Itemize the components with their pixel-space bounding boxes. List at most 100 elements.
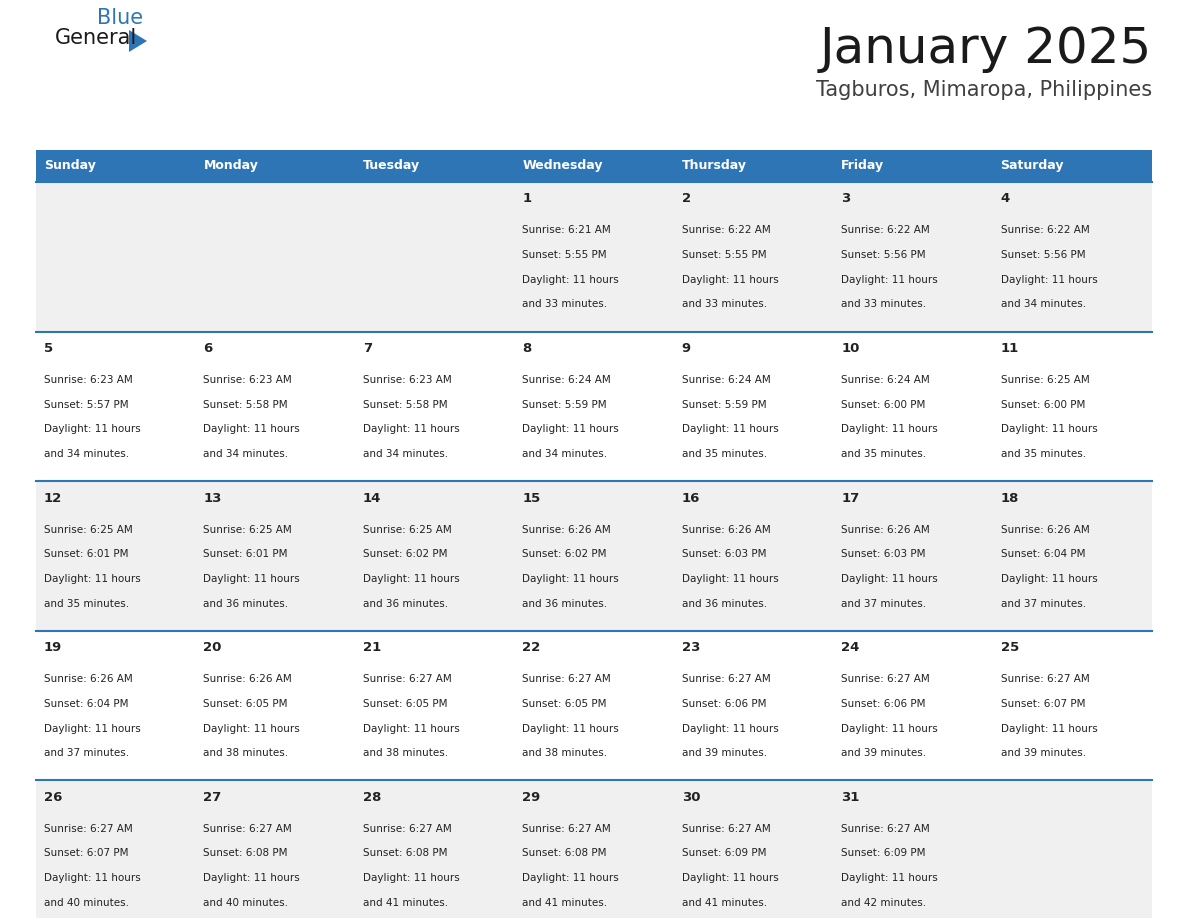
Bar xyxy=(992,780,1152,918)
Bar xyxy=(514,631,674,780)
Text: Sunrise: 6:25 AM: Sunrise: 6:25 AM xyxy=(203,524,292,534)
Text: and 34 minutes.: and 34 minutes. xyxy=(1000,299,1086,309)
Text: Sunset: 6:04 PM: Sunset: 6:04 PM xyxy=(1000,549,1085,559)
Text: Daylight: 11 hours: Daylight: 11 hours xyxy=(203,574,301,584)
Text: Sunset: 6:08 PM: Sunset: 6:08 PM xyxy=(523,848,607,858)
Text: and 37 minutes.: and 37 minutes. xyxy=(841,599,927,609)
Text: and 40 minutes.: and 40 minutes. xyxy=(44,898,129,908)
Bar xyxy=(833,150,992,182)
Bar xyxy=(992,481,1152,631)
Text: Sunrise: 6:27 AM: Sunrise: 6:27 AM xyxy=(682,674,771,684)
Bar xyxy=(355,331,514,481)
Text: Daylight: 11 hours: Daylight: 11 hours xyxy=(1000,723,1098,733)
Text: Thursday: Thursday xyxy=(682,160,747,173)
Text: and 35 minutes.: and 35 minutes. xyxy=(44,599,129,609)
Text: Sunrise: 6:22 AM: Sunrise: 6:22 AM xyxy=(841,226,930,235)
Text: 27: 27 xyxy=(203,791,222,804)
Bar xyxy=(514,182,674,331)
Bar xyxy=(514,780,674,918)
Text: and 41 minutes.: and 41 minutes. xyxy=(682,898,766,908)
Text: 1: 1 xyxy=(523,193,531,206)
Text: and 39 minutes.: and 39 minutes. xyxy=(1000,748,1086,758)
Bar xyxy=(196,182,355,331)
Text: 8: 8 xyxy=(523,342,531,355)
Text: Sunset: 5:59 PM: Sunset: 5:59 PM xyxy=(682,399,766,409)
Text: Sunrise: 6:27 AM: Sunrise: 6:27 AM xyxy=(523,674,611,684)
Bar xyxy=(674,182,833,331)
Text: and 41 minutes.: and 41 minutes. xyxy=(362,898,448,908)
Text: Sunrise: 6:25 AM: Sunrise: 6:25 AM xyxy=(44,524,133,534)
Bar xyxy=(355,182,514,331)
Text: Sunset: 5:56 PM: Sunset: 5:56 PM xyxy=(841,250,925,260)
Text: Tagburos, Mimaropa, Philippines: Tagburos, Mimaropa, Philippines xyxy=(816,80,1152,100)
Text: Daylight: 11 hours: Daylight: 11 hours xyxy=(682,574,778,584)
Text: Sunrise: 6:27 AM: Sunrise: 6:27 AM xyxy=(523,823,611,834)
Text: Sunrise: 6:23 AM: Sunrise: 6:23 AM xyxy=(362,375,451,385)
Text: Sunrise: 6:26 AM: Sunrise: 6:26 AM xyxy=(682,524,771,534)
Bar xyxy=(674,331,833,481)
Text: Sunset: 6:08 PM: Sunset: 6:08 PM xyxy=(362,848,448,858)
Bar xyxy=(355,150,514,182)
Bar xyxy=(833,331,992,481)
Bar xyxy=(674,631,833,780)
Text: Sunrise: 6:27 AM: Sunrise: 6:27 AM xyxy=(362,674,451,684)
Text: Daylight: 11 hours: Daylight: 11 hours xyxy=(841,274,937,285)
Text: Sunrise: 6:26 AM: Sunrise: 6:26 AM xyxy=(1000,524,1089,534)
Text: 7: 7 xyxy=(362,342,372,355)
Bar xyxy=(833,182,992,331)
Bar xyxy=(833,631,992,780)
Text: Daylight: 11 hours: Daylight: 11 hours xyxy=(1000,424,1098,434)
Text: Saturday: Saturday xyxy=(1000,160,1064,173)
Text: 17: 17 xyxy=(841,492,859,505)
Text: Daylight: 11 hours: Daylight: 11 hours xyxy=(841,574,937,584)
Text: and 36 minutes.: and 36 minutes. xyxy=(203,599,289,609)
Text: 14: 14 xyxy=(362,492,381,505)
Text: Daylight: 11 hours: Daylight: 11 hours xyxy=(523,424,619,434)
Text: Sunset: 5:57 PM: Sunset: 5:57 PM xyxy=(44,399,128,409)
Text: Daylight: 11 hours: Daylight: 11 hours xyxy=(682,873,778,883)
Text: Sunset: 6:01 PM: Sunset: 6:01 PM xyxy=(203,549,287,559)
Text: Sunset: 6:03 PM: Sunset: 6:03 PM xyxy=(841,549,925,559)
Text: Blue: Blue xyxy=(97,8,143,28)
Text: 3: 3 xyxy=(841,193,851,206)
Text: Sunrise: 6:26 AM: Sunrise: 6:26 AM xyxy=(44,674,133,684)
Text: Daylight: 11 hours: Daylight: 11 hours xyxy=(1000,274,1098,285)
Text: and 35 minutes.: and 35 minutes. xyxy=(682,449,766,459)
Bar xyxy=(196,331,355,481)
Text: 16: 16 xyxy=(682,492,700,505)
Text: Daylight: 11 hours: Daylight: 11 hours xyxy=(682,424,778,434)
Text: 2: 2 xyxy=(682,193,690,206)
Text: Sunrise: 6:26 AM: Sunrise: 6:26 AM xyxy=(841,524,930,534)
Text: 22: 22 xyxy=(523,642,541,655)
Text: Daylight: 11 hours: Daylight: 11 hours xyxy=(362,873,460,883)
Text: and 40 minutes.: and 40 minutes. xyxy=(203,898,289,908)
Text: Sunset: 6:07 PM: Sunset: 6:07 PM xyxy=(1000,699,1085,709)
Text: 11: 11 xyxy=(1000,342,1019,355)
Text: Sunrise: 6:24 AM: Sunrise: 6:24 AM xyxy=(682,375,771,385)
Text: and 38 minutes.: and 38 minutes. xyxy=(362,748,448,758)
Text: January 2025: January 2025 xyxy=(820,25,1152,73)
Text: Daylight: 11 hours: Daylight: 11 hours xyxy=(362,723,460,733)
Text: Sunrise: 6:27 AM: Sunrise: 6:27 AM xyxy=(1000,674,1089,684)
Text: and 38 minutes.: and 38 minutes. xyxy=(523,748,607,758)
Text: and 36 minutes.: and 36 minutes. xyxy=(682,599,766,609)
Bar xyxy=(992,631,1152,780)
Text: Sunday: Sunday xyxy=(44,160,96,173)
Text: 28: 28 xyxy=(362,791,381,804)
Bar xyxy=(36,150,196,182)
Bar xyxy=(36,182,196,331)
Text: and 34 minutes.: and 34 minutes. xyxy=(44,449,129,459)
Text: 23: 23 xyxy=(682,642,700,655)
Text: Sunrise: 6:27 AM: Sunrise: 6:27 AM xyxy=(841,674,930,684)
Text: 15: 15 xyxy=(523,492,541,505)
Text: Daylight: 11 hours: Daylight: 11 hours xyxy=(203,723,301,733)
Text: 9: 9 xyxy=(682,342,690,355)
Text: General: General xyxy=(55,28,138,48)
Text: 19: 19 xyxy=(44,642,62,655)
Text: Daylight: 11 hours: Daylight: 11 hours xyxy=(523,574,619,584)
Bar xyxy=(36,631,196,780)
Text: Sunrise: 6:24 AM: Sunrise: 6:24 AM xyxy=(841,375,930,385)
Text: and 34 minutes.: and 34 minutes. xyxy=(362,449,448,459)
Text: Sunset: 6:09 PM: Sunset: 6:09 PM xyxy=(682,848,766,858)
Text: Daylight: 11 hours: Daylight: 11 hours xyxy=(523,723,619,733)
